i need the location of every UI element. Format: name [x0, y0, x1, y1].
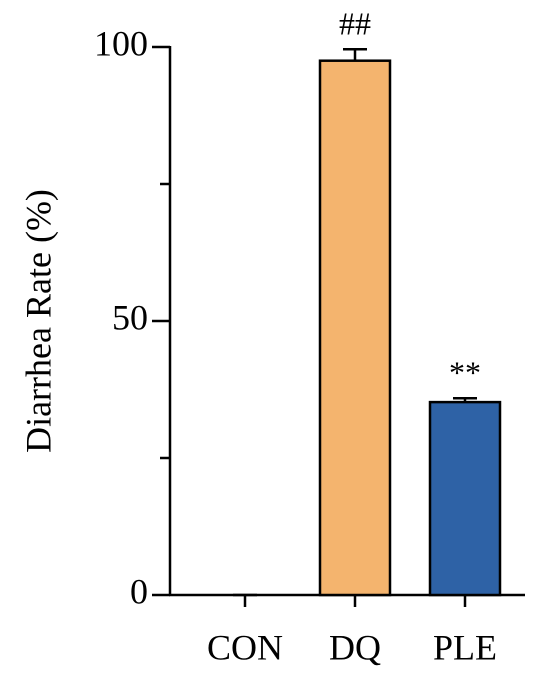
- y-tick-label: 100: [94, 23, 148, 63]
- annotation: ##: [339, 6, 371, 42]
- x-tick-label: CON: [207, 627, 283, 667]
- y-tick-label: 0: [130, 571, 148, 611]
- x-tick-label: PLE: [433, 627, 497, 667]
- annotation: **: [449, 355, 481, 391]
- bar: [318, 59, 392, 597]
- x-tick-label: DQ: [329, 627, 381, 667]
- y-tick-label: 50: [112, 297, 148, 337]
- y-axis-label: Diarrhea Rate (%): [18, 189, 58, 453]
- bar: [428, 400, 502, 597]
